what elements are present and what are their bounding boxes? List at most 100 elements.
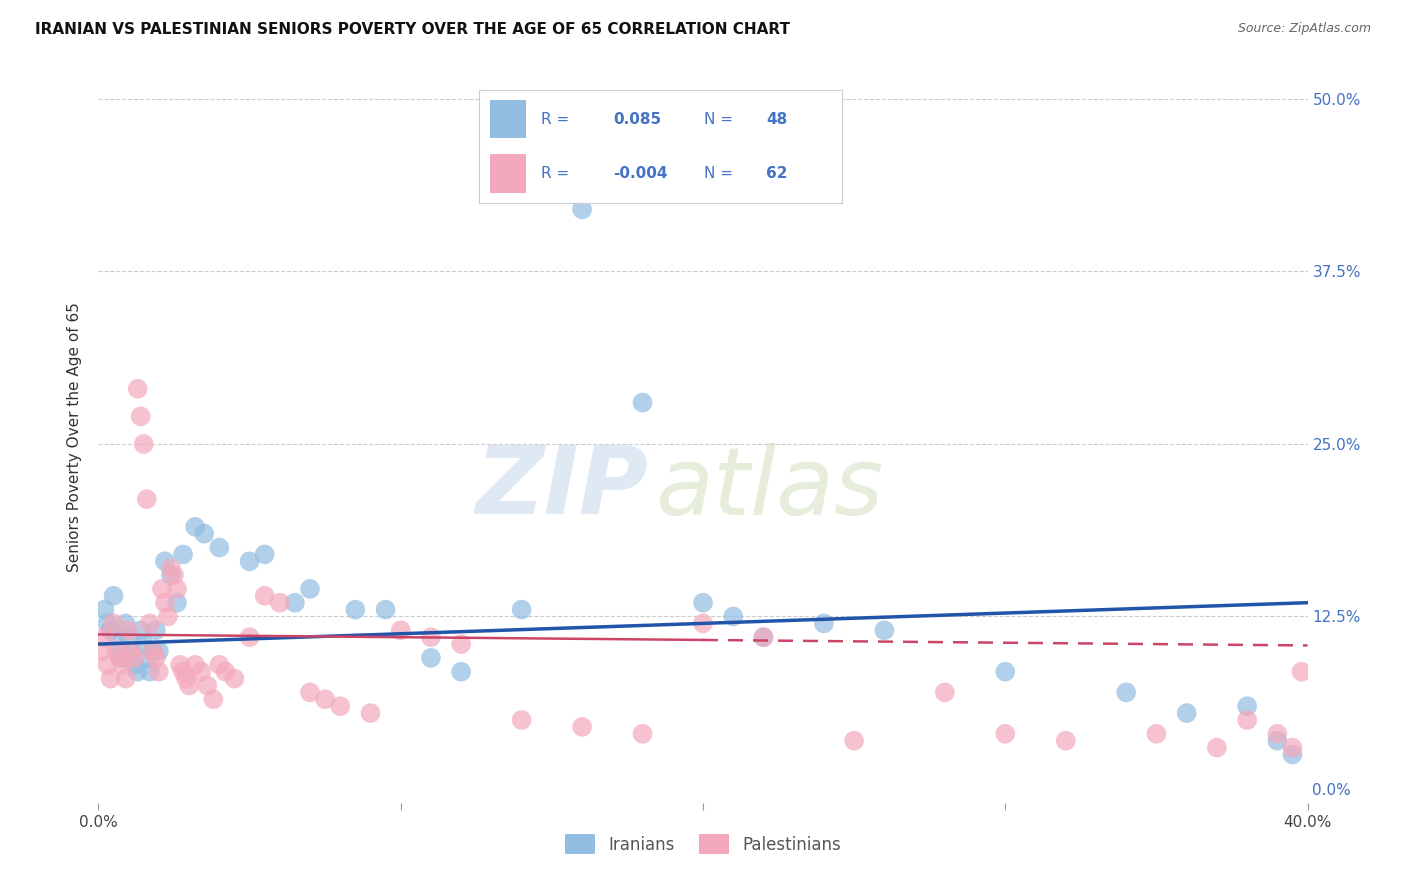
Point xyxy=(214,665,236,679)
Point xyxy=(510,713,533,727)
Point xyxy=(1267,727,1289,741)
Point xyxy=(111,651,134,665)
Point xyxy=(179,678,201,692)
Point xyxy=(135,492,157,507)
Point xyxy=(163,568,186,582)
Point xyxy=(160,568,183,582)
Point xyxy=(96,616,118,631)
Point xyxy=(118,630,141,644)
Point xyxy=(148,665,170,679)
Point xyxy=(160,561,183,575)
Point xyxy=(93,630,115,644)
Point xyxy=(105,644,128,658)
Point xyxy=(193,526,215,541)
Point xyxy=(184,520,207,534)
Point xyxy=(723,609,745,624)
Point xyxy=(253,589,276,603)
Point xyxy=(114,672,136,686)
Point xyxy=(510,602,533,616)
Point xyxy=(329,699,352,714)
Point xyxy=(450,665,472,679)
Text: Source: ZipAtlas.com: Source: ZipAtlas.com xyxy=(1237,22,1371,36)
Point xyxy=(148,644,170,658)
Point xyxy=(100,624,122,638)
Point xyxy=(105,630,128,644)
Point xyxy=(692,616,714,631)
Point xyxy=(124,657,146,672)
Point xyxy=(631,395,654,409)
Point xyxy=(299,582,322,596)
Point xyxy=(1236,713,1258,727)
Point xyxy=(994,727,1017,741)
Point xyxy=(129,409,152,424)
Point xyxy=(129,624,152,638)
Point xyxy=(934,685,956,699)
Point xyxy=(111,657,134,672)
Point xyxy=(90,644,112,658)
Point xyxy=(190,665,212,679)
Point xyxy=(631,727,654,741)
Point xyxy=(114,616,136,631)
Point xyxy=(344,602,367,616)
Point xyxy=(174,672,197,686)
Y-axis label: Seniors Poverty Over the Age of 65: Seniors Poverty Over the Age of 65 xyxy=(67,302,83,572)
Point xyxy=(208,657,231,672)
Point xyxy=(253,548,276,562)
Point xyxy=(1054,733,1077,747)
Point xyxy=(571,720,593,734)
Point xyxy=(239,630,262,644)
Point xyxy=(127,665,149,679)
Point xyxy=(389,624,412,638)
Point xyxy=(153,596,176,610)
Point xyxy=(108,644,131,658)
Point xyxy=(1236,699,1258,714)
Point xyxy=(284,596,307,610)
Point xyxy=(1175,706,1198,720)
Point xyxy=(139,616,162,631)
Point xyxy=(314,692,336,706)
Point xyxy=(127,382,149,396)
Point xyxy=(224,672,246,686)
Point xyxy=(195,678,218,692)
Point xyxy=(118,624,141,638)
Text: atlas: atlas xyxy=(655,442,883,533)
Point xyxy=(121,644,143,658)
Point xyxy=(360,706,382,720)
Point xyxy=(752,630,775,644)
Point xyxy=(269,596,291,610)
Point xyxy=(139,665,162,679)
Point xyxy=(132,637,155,651)
Point xyxy=(571,202,593,217)
Point xyxy=(299,685,322,699)
Point xyxy=(752,630,775,644)
Point xyxy=(873,624,896,638)
Text: ZIP: ZIP xyxy=(475,442,648,534)
Point xyxy=(108,651,131,665)
Point xyxy=(844,733,866,747)
Point xyxy=(692,596,714,610)
Point xyxy=(142,644,165,658)
Point xyxy=(374,602,396,616)
Point xyxy=(1281,740,1303,755)
Point xyxy=(1291,665,1313,679)
Point xyxy=(121,644,143,658)
Point xyxy=(150,582,173,596)
Point xyxy=(420,630,443,644)
Point xyxy=(166,582,188,596)
Point xyxy=(450,637,472,651)
Point xyxy=(142,644,165,658)
Point xyxy=(172,548,194,562)
Point xyxy=(132,437,155,451)
Point xyxy=(100,672,122,686)
Point xyxy=(93,602,115,616)
Point xyxy=(1206,740,1229,755)
Point xyxy=(153,554,176,568)
Point xyxy=(994,665,1017,679)
Point xyxy=(239,554,262,568)
Point xyxy=(208,541,231,555)
Point xyxy=(169,657,191,672)
Point xyxy=(184,657,207,672)
Point xyxy=(202,692,225,706)
Point xyxy=(1267,733,1289,747)
Point xyxy=(1144,727,1167,741)
